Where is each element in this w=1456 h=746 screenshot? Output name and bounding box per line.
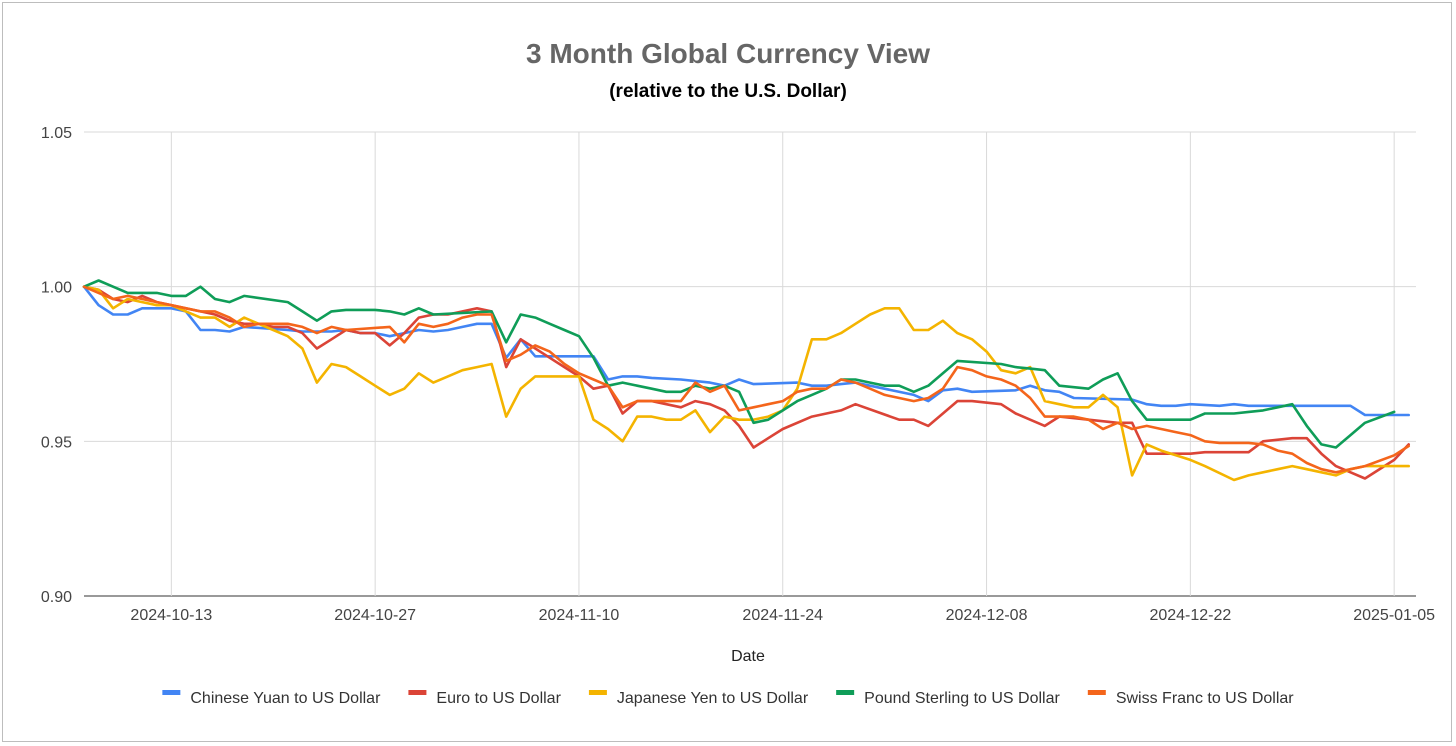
legend-label: Pound Sterling to US Dollar: [864, 690, 1060, 707]
legend-swatch: [408, 690, 427, 695]
legend-item: Pound Sterling to US Dollar: [836, 690, 1060, 707]
legend-label: Swiss Franc to US Dollar: [1116, 690, 1294, 707]
legend-label: Chinese Yuan to US Dollar: [190, 690, 381, 707]
legend-item: Swiss Franc to US Dollar: [1087, 690, 1294, 707]
x-axis-label: Date: [731, 648, 765, 665]
series-line: [82, 279, 1396, 449]
legend: Chinese Yuan to US Dollar Euro to US Doll…: [162, 690, 1294, 707]
legend-item: Japanese Yen to US Dollar: [588, 690, 809, 707]
x-tick-label: 2024-11-10: [539, 607, 620, 624]
series-line: [82, 285, 1410, 417]
legend-label: Japanese Yen to US Dollar: [617, 690, 809, 707]
x-tick-label: 2025-01-05: [1353, 607, 1435, 624]
gridlines: [84, 131, 1416, 597]
x-tick-label: 2024-12-08: [946, 607, 1028, 624]
legend-item: Euro to US Dollar: [408, 690, 562, 707]
x-tick-label: 2024-10-13: [130, 607, 212, 624]
legend-item: Chinese Yuan to US Dollar: [162, 690, 381, 707]
series-lines: [82, 279, 1410, 482]
y-axis-ticks: 1.05 1.00 0.95 0.90: [41, 125, 72, 606]
legend-swatch: [836, 690, 855, 695]
series-line: [82, 285, 1410, 474]
x-tick-label: 2024-11-24: [742, 607, 823, 624]
y-tick-label: 0.95: [41, 434, 72, 451]
x-tick-label: 2024-10-27: [334, 607, 416, 624]
x-tick-label: 2024-12-22: [1149, 607, 1231, 624]
x-axis-ticks: 2024-10-13 2024-10-27 2024-11-10 2024-11-24…: [130, 607, 1435, 624]
y-tick-label: 0.90: [41, 589, 72, 606]
legend-swatch: [588, 690, 607, 695]
legend-label: Euro to US Dollar: [436, 690, 561, 707]
chart-title: 3 Month Global Currency View: [526, 38, 930, 69]
chart-subtitle: (relative to the U.S. Dollar): [609, 81, 847, 102]
series-line: [82, 285, 1410, 480]
series-line: [82, 285, 1410, 482]
legend-swatch: [1087, 690, 1106, 695]
y-tick-label: 1.00: [41, 280, 72, 297]
legend-swatch: [162, 690, 181, 695]
y-tick-label: 1.05: [41, 125, 72, 142]
